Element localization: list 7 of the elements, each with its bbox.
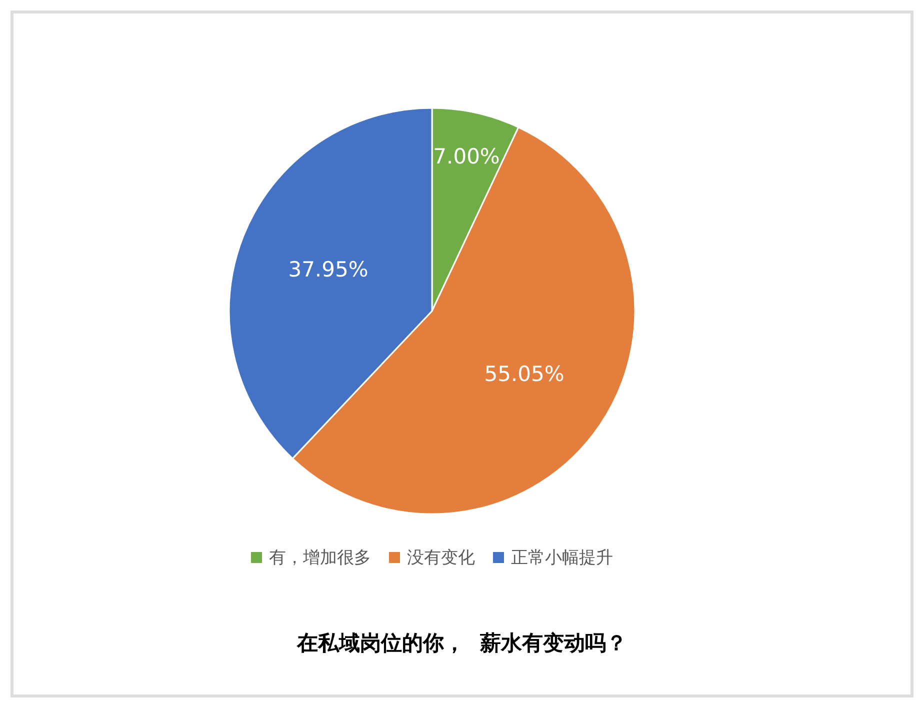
legend-label: 没有变化 [407,548,475,568]
data-label: 7.00% [433,144,500,168]
data-label: 37.95% [288,258,368,282]
legend-label: 有，增加很多 [269,548,371,568]
data-label: 55.05% [484,362,564,386]
legend-label: 正常小幅提升 [511,548,613,568]
text: 在私域岗位的你， 薪水有变动吗？ [296,631,627,655]
